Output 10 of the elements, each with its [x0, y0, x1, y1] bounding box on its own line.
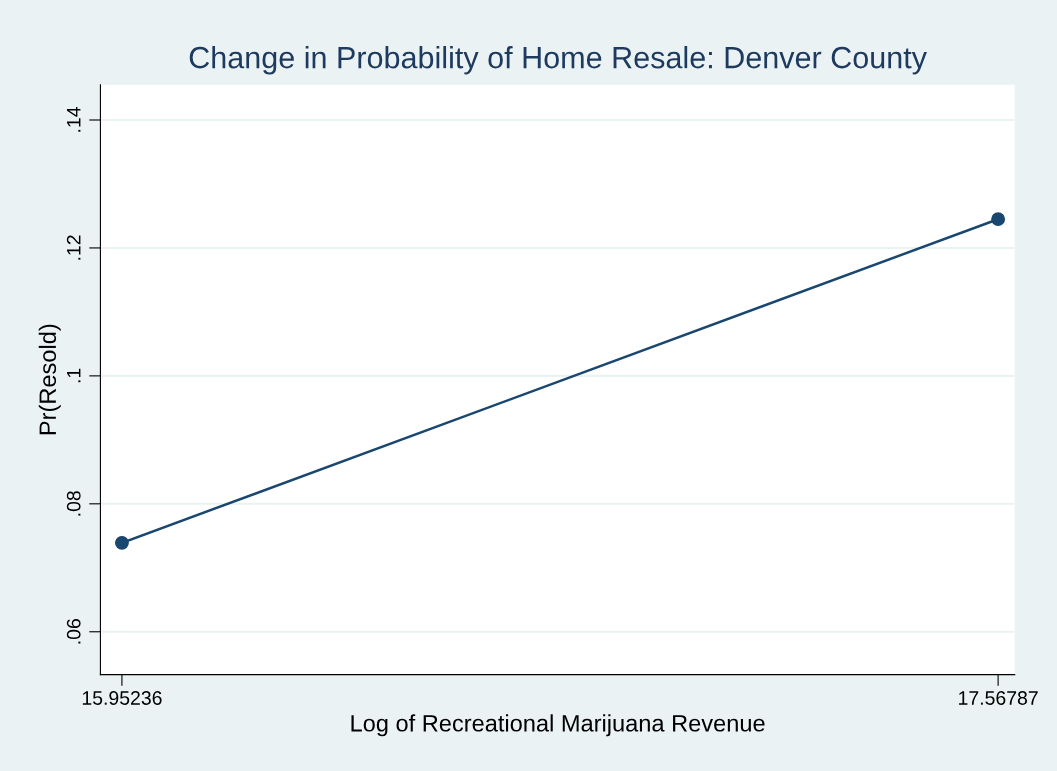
x-tick-label: 17.56787 — [959, 691, 1038, 705]
y-tick-label: .06 — [66, 619, 81, 644]
y-tick-label: .12 — [66, 235, 81, 260]
y-axis-title: Pr(Resold) — [38, 324, 61, 435]
y-tick-label: .08 — [66, 491, 81, 516]
y-tick-label: .1 — [67, 368, 81, 383]
y-tick-label: .14 — [67, 107, 81, 132]
x-axis-title: Log of Recreational Marijuana Revenue — [351, 714, 765, 737]
x-tick-label: 15.95236 — [82, 691, 162, 705]
chart-title: Change in Probability of Home Resale: Denver County — [189, 46, 927, 75]
